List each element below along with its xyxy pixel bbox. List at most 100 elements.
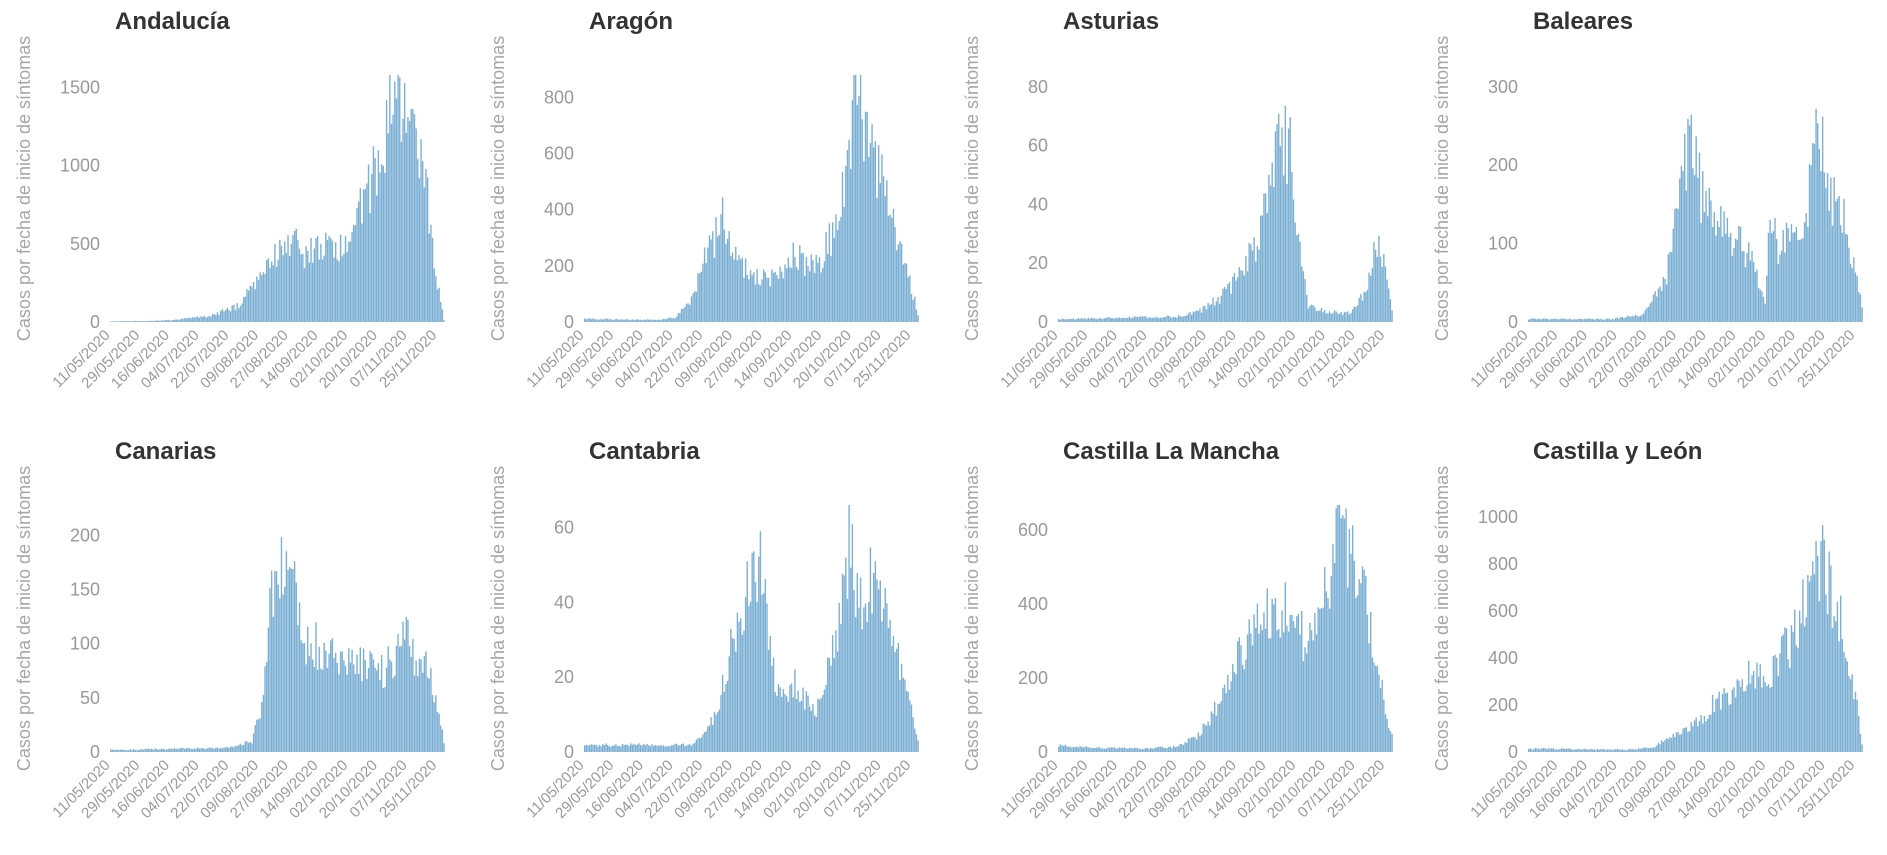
bar — [1529, 319, 1532, 322]
bar — [784, 694, 786, 752]
bar — [1810, 575, 1812, 752]
bar — [256, 719, 258, 752]
bar — [1243, 275, 1245, 322]
bar — [1565, 748, 1568, 752]
bar — [1220, 701, 1222, 752]
bar — [859, 577, 862, 752]
bar — [1818, 149, 1821, 322]
bar — [1174, 747, 1176, 752]
bar — [1688, 125, 1691, 322]
bar — [1578, 318, 1581, 322]
bar — [1325, 313, 1328, 322]
bar — [113, 321, 115, 322]
bar — [679, 745, 681, 752]
bar — [680, 308, 683, 322]
bar — [159, 749, 161, 752]
bar — [825, 685, 827, 752]
bar — [1833, 177, 1835, 322]
bar — [828, 223, 831, 322]
bar — [1624, 317, 1627, 322]
bar — [1166, 315, 1168, 322]
bar — [710, 239, 712, 322]
bar — [606, 318, 609, 322]
bar — [210, 316, 212, 322]
bar — [408, 121, 411, 323]
bar — [1273, 186, 1275, 322]
bar — [1710, 200, 1712, 322]
bar — [1314, 613, 1316, 752]
bar — [1278, 113, 1280, 322]
bar — [1305, 294, 1308, 322]
bar — [1066, 746, 1068, 752]
bar — [730, 255, 732, 322]
bar — [1172, 317, 1175, 322]
bar — [431, 237, 434, 322]
bar — [1646, 747, 1648, 752]
bar — [1736, 679, 1738, 752]
bar — [1084, 317, 1086, 322]
bar — [1534, 318, 1536, 322]
bar — [772, 657, 775, 752]
bar — [736, 612, 739, 752]
bar — [344, 665, 347, 752]
bar — [593, 744, 596, 752]
bar — [200, 316, 202, 322]
bar — [595, 744, 597, 752]
bar — [1615, 317, 1617, 322]
bar — [144, 749, 146, 752]
bar — [785, 268, 788, 322]
bar — [1537, 748, 1540, 752]
bars-group — [584, 505, 919, 752]
bar — [871, 124, 873, 322]
bar — [726, 681, 729, 752]
bar — [1840, 225, 1842, 322]
bar — [1605, 749, 1607, 752]
bar — [1700, 715, 1702, 752]
bar — [389, 75, 391, 322]
bar — [1792, 232, 1794, 322]
bar — [1154, 747, 1157, 752]
bar — [1651, 747, 1653, 752]
bar — [641, 320, 643, 322]
bar — [193, 317, 196, 322]
bar — [415, 660, 417, 752]
bar — [1752, 261, 1755, 322]
bar — [1541, 319, 1543, 322]
bar — [139, 321, 141, 322]
bar — [1707, 718, 1709, 752]
bar — [1541, 748, 1543, 752]
bar — [889, 619, 891, 752]
bar — [226, 307, 228, 322]
bar — [151, 320, 153, 322]
chart-panel-5: Cantabria Casos por fecha de inicio de sí… — [474, 430, 944, 855]
bar — [440, 301, 442, 322]
bar — [587, 745, 589, 752]
bar — [1807, 575, 1809, 752]
bar — [244, 296, 247, 322]
bar — [1707, 216, 1709, 322]
bar — [626, 744, 629, 752]
y-axis-label: Casos por fecha de inicio de síntomas — [488, 466, 508, 771]
bar — [1726, 217, 1729, 322]
bar — [1675, 208, 1678, 322]
bar — [1841, 232, 1844, 322]
bar — [1143, 749, 1145, 752]
bar — [1324, 567, 1326, 752]
bar — [741, 257, 744, 322]
bar — [1140, 749, 1142, 752]
bar — [155, 748, 158, 752]
bar — [1112, 317, 1114, 322]
bar — [1744, 691, 1747, 752]
bar — [1800, 623, 1802, 752]
bar — [1378, 235, 1380, 322]
bar — [1833, 615, 1835, 752]
bar — [1158, 746, 1160, 752]
bar — [436, 289, 439, 322]
bar — [1358, 297, 1360, 322]
bar — [864, 603, 867, 752]
bar — [712, 231, 714, 322]
bar — [1368, 272, 1370, 322]
bar — [720, 695, 722, 752]
bar — [633, 319, 635, 322]
bar — [385, 100, 388, 323]
